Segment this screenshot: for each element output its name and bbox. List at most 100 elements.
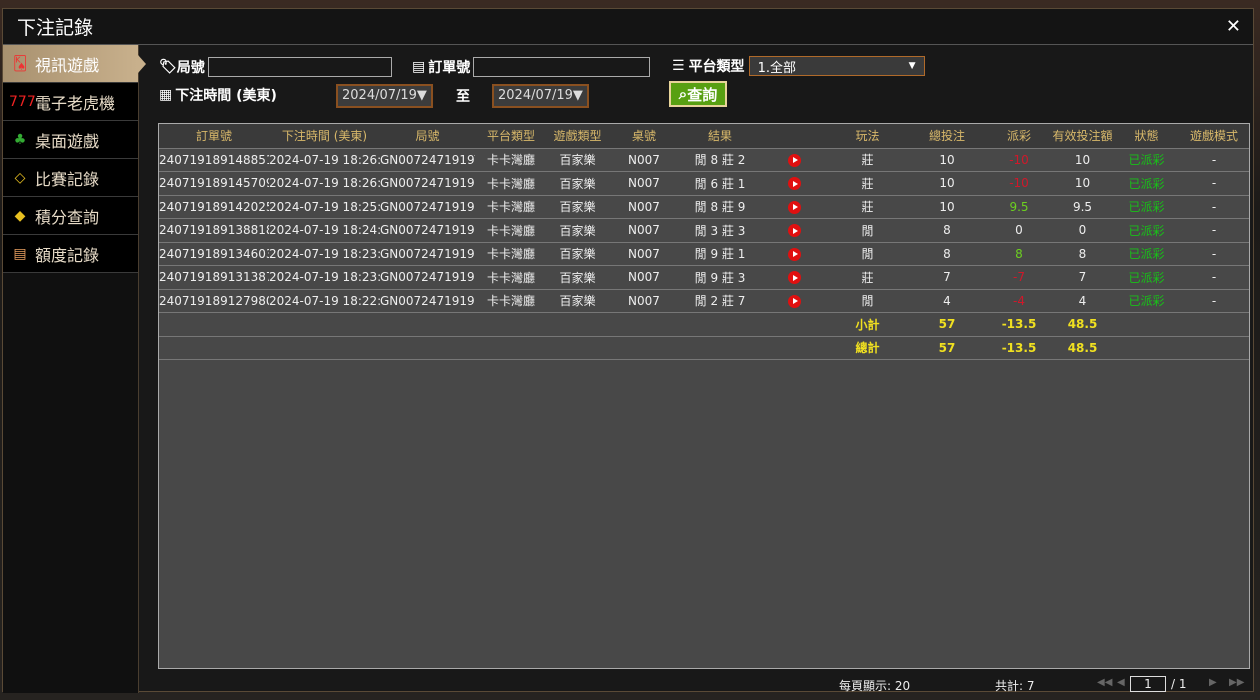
table-cell: 已派彩 — [1114, 148, 1179, 172]
summary-cell — [159, 312, 269, 337]
summary-cell — [269, 312, 380, 337]
table-cell: 9.5 — [987, 195, 1051, 219]
video-replay-cell[interactable] — [760, 218, 828, 243]
table-cell: 10 — [1051, 171, 1114, 196]
table-cell: 已派彩 — [1114, 195, 1179, 219]
play-icon[interactable] — [787, 177, 801, 191]
column-header: 局號 — [380, 124, 475, 149]
summary-cell — [475, 312, 547, 337]
video-replay-cell[interactable] — [760, 242, 828, 266]
table-cell: 已派彩 — [1114, 218, 1179, 243]
platform-label: 平台類型 — [688, 59, 745, 75]
table-cell: - — [1179, 242, 1249, 266]
close-icon[interactable]: ✕ — [1225, 16, 1241, 37]
video-replay-cell[interactable] — [760, 195, 828, 219]
table-cell: 百家樂 — [547, 265, 608, 290]
date-from-picker[interactable]: 2024/07/19▼ — [336, 84, 433, 108]
summary-cell: 48.5 — [1051, 312, 1114, 337]
page-input[interactable]: 1 — [1130, 676, 1166, 692]
platform-select[interactable]: 1.全部 ▼ — [748, 56, 925, 76]
date-to-picker[interactable]: 2024/07/19▼ — [492, 84, 589, 108]
summary-cell — [760, 336, 828, 360]
bet-table: 訂單號 下注時間 (美東) 局號 平台類型 遊戲類型 桌號 結果 玩法 總投注 派彩 有效投注額 狀態… — [158, 123, 1250, 669]
table-cell: N007 — [608, 242, 680, 266]
table-cell: 10 — [907, 195, 987, 219]
table-cell: 莊 — [828, 171, 907, 196]
page-count: / 1 — [1171, 677, 1187, 691]
subtotal-row: 小計 57 -13.5 48.5 — [159, 312, 1249, 337]
play-icon[interactable] — [787, 200, 801, 214]
table-cell: 240719189142025 — [159, 195, 269, 219]
title-bar: 下注記錄 ✕ — [3, 9, 1253, 45]
chips-icon: ♣ — [13, 131, 27, 148]
sidebar-item-5[interactable]: ▤ 額度記錄 — [3, 235, 138, 273]
sidebar-item-0[interactable]: 🂮 視訊遊戲 — [3, 45, 146, 83]
table-cell: 7 — [907, 265, 987, 290]
video-replay-cell[interactable] — [760, 265, 828, 290]
table-cell: 2024-07-19 18:25:23 — [269, 195, 380, 219]
query-button[interactable]: ⌕ 查詢 — [669, 81, 727, 107]
summary-cell: -13.5 — [987, 312, 1051, 337]
document-icon: ▤ — [13, 245, 27, 262]
table-cell: 閒 8 莊 9 — [680, 195, 760, 219]
list-icon: ☰ — [672, 58, 685, 74]
table-cell: 2024-07-19 18:22:44 — [269, 289, 380, 313]
video-replay-cell[interactable] — [760, 171, 828, 196]
video-replay-cell[interactable] — [760, 148, 828, 172]
sidebar-item-label: 電子老虎機 — [35, 93, 116, 113]
time-label: 下注時間 (美東) — [175, 88, 277, 104]
column-header: 狀態 — [1114, 124, 1179, 149]
next-page-icon[interactable]: ▶ — [1209, 677, 1217, 688]
summary-cell: 57 — [907, 336, 987, 360]
order-label: 訂單號 — [428, 60, 471, 76]
calendar-icon: ▦ — [159, 87, 173, 103]
sidebar-item-4[interactable]: ◆ 積分查詢 — [3, 197, 138, 235]
table-cell: 4 — [1051, 289, 1114, 313]
chevron-down-icon: ▼ — [908, 61, 916, 71]
play-icon[interactable] — [787, 271, 801, 285]
round-filter: 🏷 局號 — [159, 57, 392, 77]
prev-page-icon[interactable]: ◀ — [1117, 677, 1125, 688]
table-cell: GN0072471919R — [380, 195, 475, 219]
summary-cell — [1179, 312, 1249, 337]
table-cell: 閒 — [828, 218, 907, 243]
sidebar-item-2[interactable]: ♣ 桌面遊戲 — [3, 121, 138, 159]
play-icon[interactable] — [787, 294, 801, 308]
table-cell: 卡卡灣廳 — [475, 218, 547, 243]
summary-cell — [475, 336, 547, 360]
query-label: 查詢 — [687, 85, 718, 104]
summary-cell — [380, 336, 475, 360]
sidebar-item-1[interactable]: 777 電子老虎機 — [3, 83, 138, 121]
table-cell: 百家樂 — [547, 195, 608, 219]
table-cell: 百家樂 — [547, 171, 608, 196]
table-cell: 閒 — [828, 242, 907, 266]
content: 🏷 局號 ▤ 訂單號 ☰ 平台類型 1.全部 ▼ ▦ 下注時間 (美東) 2024… — [139, 45, 1253, 693]
play-icon[interactable] — [787, 247, 801, 261]
playing-cards-icon: 🂮 — [12, 55, 28, 72]
table-cell: N007 — [608, 218, 680, 243]
table-cell: N007 — [608, 171, 680, 196]
order-input[interactable] — [473, 57, 651, 77]
table-cell: - — [1179, 265, 1249, 290]
bet-record-modal: 下注記錄 ✕ 🂮 視訊遊戲 777 電子老虎機 ♣ 桌面遊戲 ◇ 比賽記錄 ◆ 積分查詢 ▤ 額度記錄… — [2, 8, 1254, 693]
sidebar-item-label: 視訊遊戲 — [35, 55, 100, 75]
table-cell: 已派彩 — [1114, 171, 1179, 196]
ticket-icon: ◇ — [14, 169, 26, 186]
diamond-icon: ◆ — [14, 207, 26, 224]
sidebar-item-label: 積分查詢 — [35, 207, 100, 227]
summary-cell: 57 — [907, 312, 987, 337]
table-cell: 7 — [1051, 265, 1114, 290]
table-cell: GN0072471919S — [380, 171, 475, 196]
table-cell: 卡卡灣廳 — [475, 265, 547, 290]
table-cell: 卡卡灣廳 — [475, 242, 547, 266]
table-cell: -4 — [987, 289, 1051, 313]
first-page-icon[interactable]: ◀◀ — [1097, 677, 1113, 688]
last-page-icon[interactable]: ▶▶ — [1229, 677, 1245, 688]
sidebar-item-3[interactable]: ◇ 比賽記錄 — [3, 159, 138, 197]
play-icon[interactable] — [787, 153, 801, 167]
play-icon[interactable] — [787, 224, 801, 238]
table-cell: 已派彩 — [1114, 242, 1179, 266]
table-cell: 10 — [907, 148, 987, 172]
round-input[interactable] — [207, 57, 392, 77]
video-replay-cell[interactable] — [760, 289, 828, 313]
